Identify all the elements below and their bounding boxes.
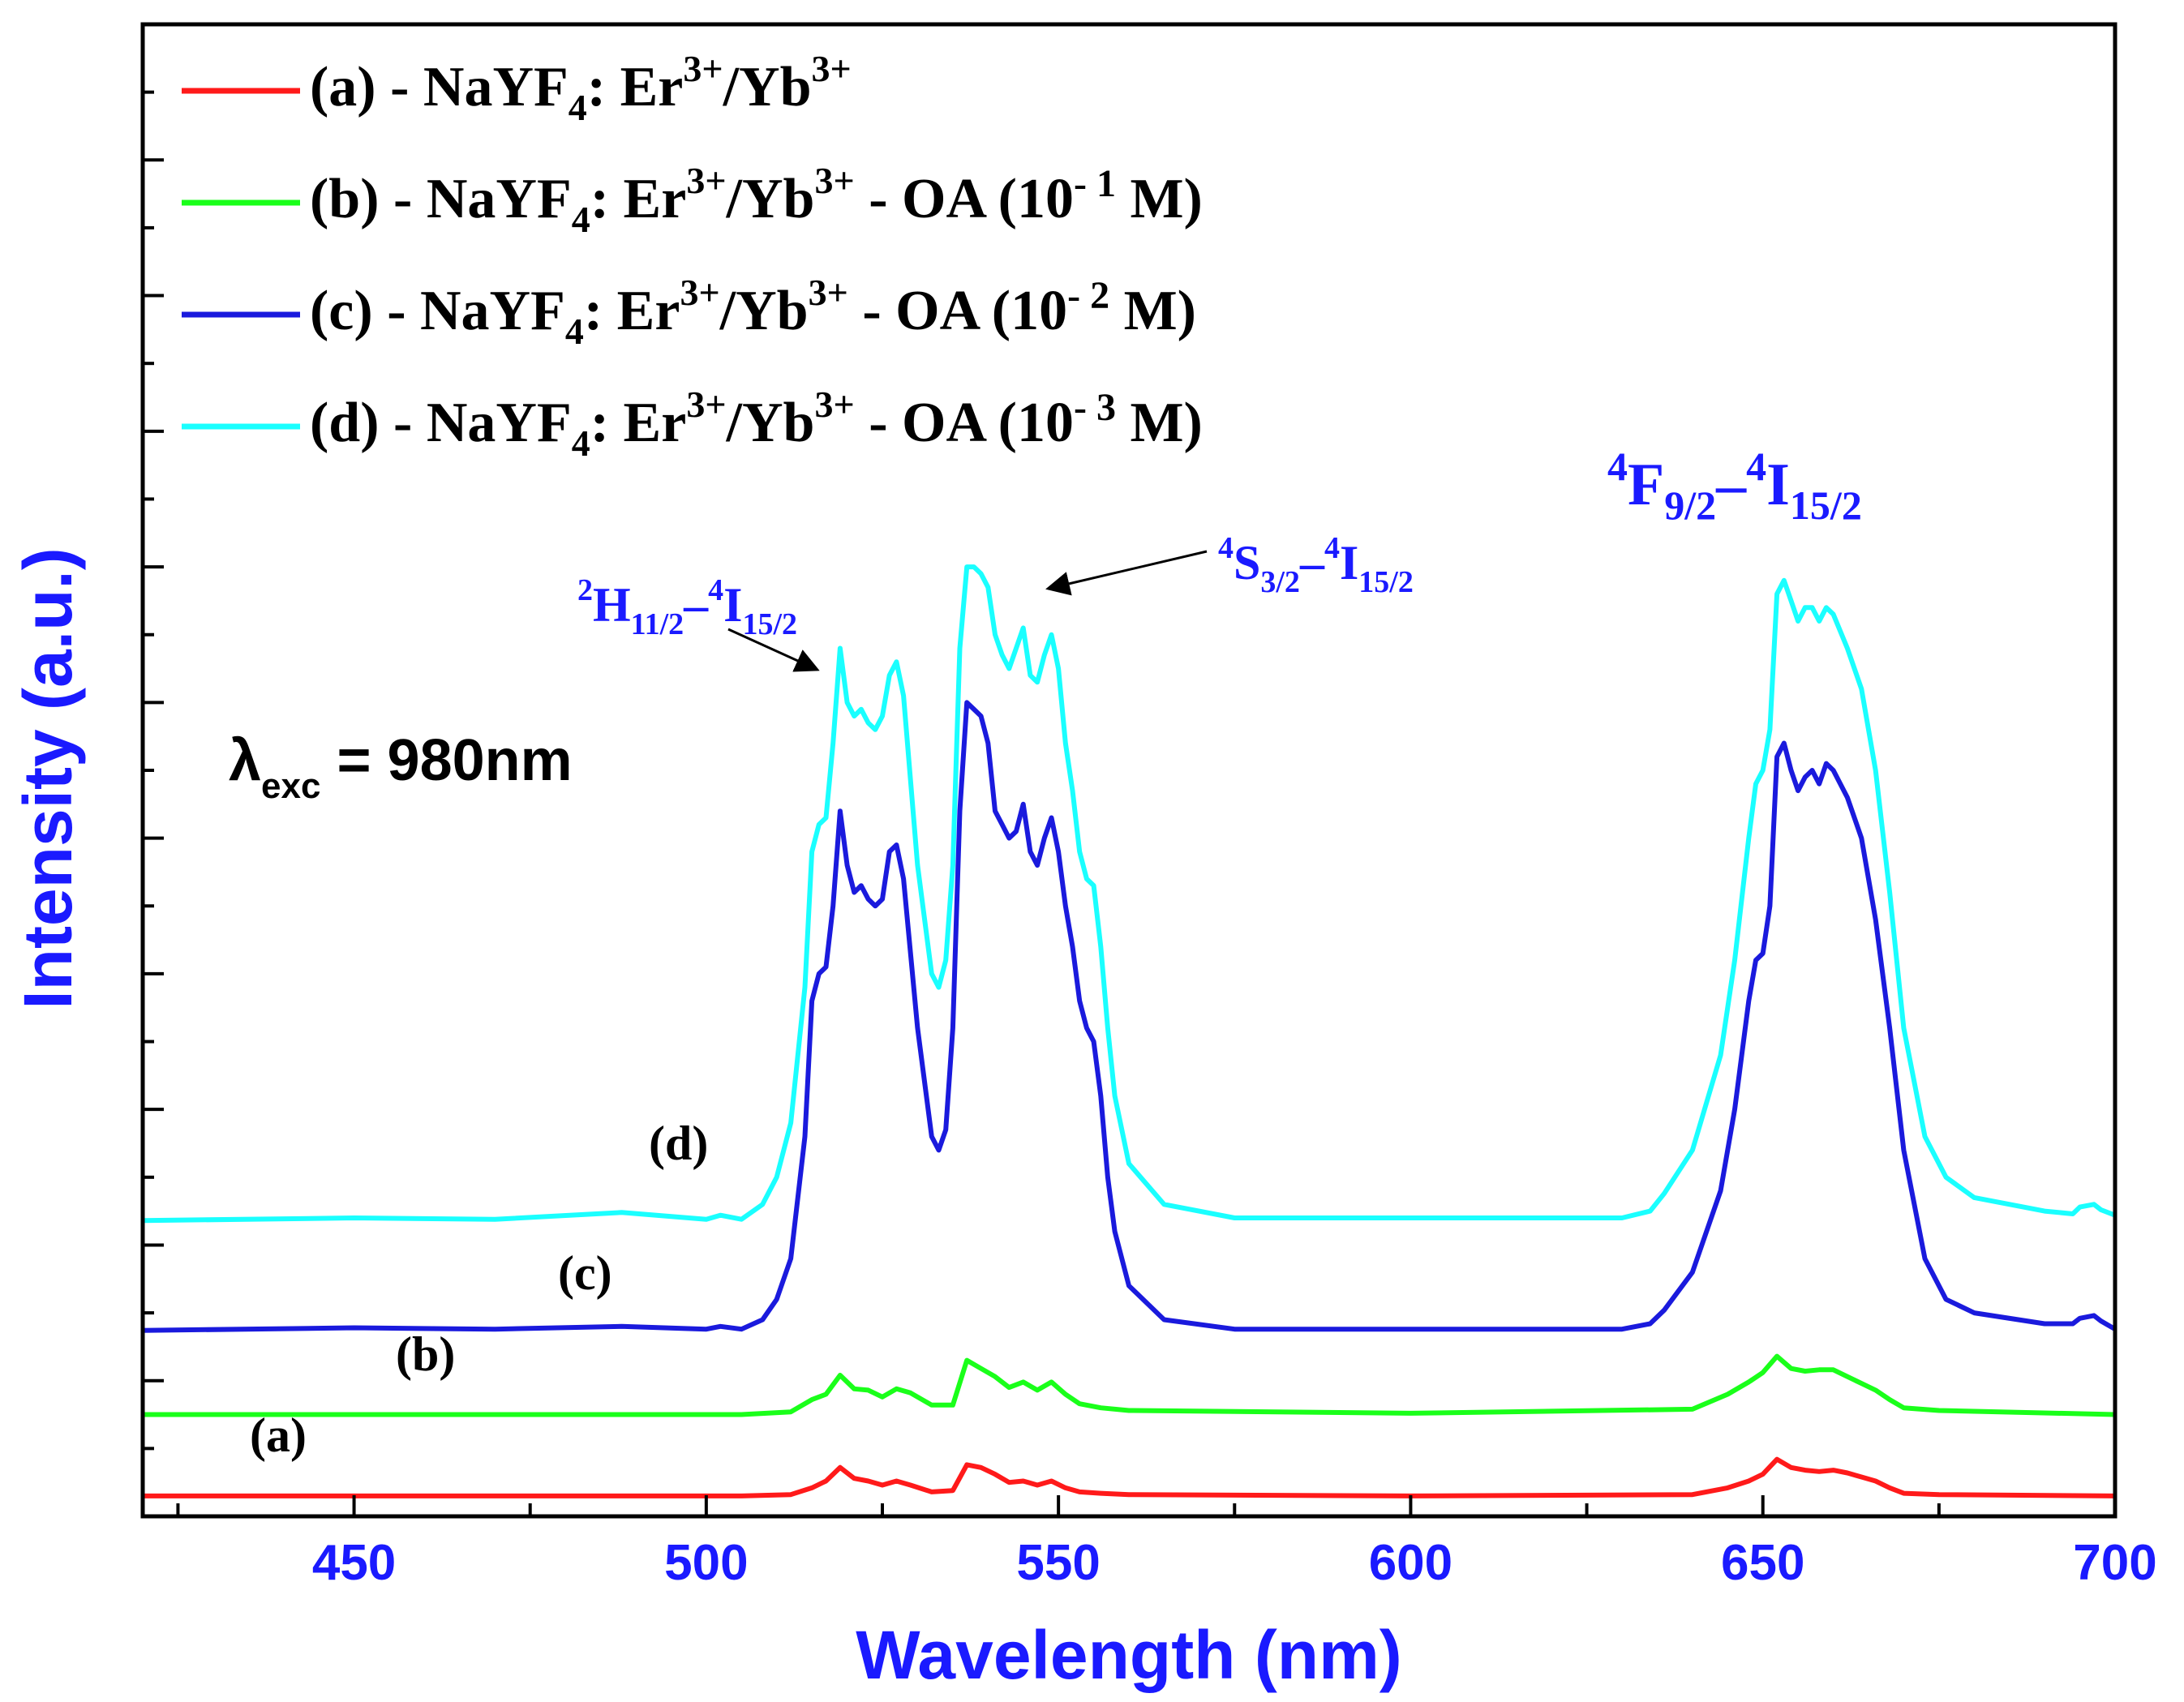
curve-label-b: (b) bbox=[396, 1327, 455, 1381]
y-axis-ticks bbox=[143, 90, 164, 1451]
curve-label-c: (c) bbox=[558, 1246, 612, 1300]
excitation-label: λexc = 980nm bbox=[229, 728, 573, 806]
series-line-a bbox=[143, 1456, 2116, 1498]
legend-item-d: (d) - NaYF4: Er3+/Yb3+ - OA (10- 3 M) bbox=[182, 384, 1203, 464]
legend-item-a: (a) - NaYF4: Er3+/Yb3+ bbox=[182, 48, 852, 128]
series-line-b bbox=[143, 1353, 2116, 1417]
x-tick-label-650: 650 bbox=[1721, 1535, 1804, 1591]
x-axis-ticks: 450 500 550 600 650 700 bbox=[176, 1495, 2157, 1591]
x-tick-label-500: 500 bbox=[664, 1535, 748, 1591]
arrow-4s32 bbox=[1045, 550, 1208, 596]
x-tick-label-700: 700 bbox=[2073, 1535, 2156, 1591]
svg-text:4F9/2–4I15/2: 4F9/2–4I15/2 bbox=[1607, 444, 1862, 528]
legend-item-c: (c) - NaYF4: Er3+/Yb3+ - OA (10- 2 M) bbox=[182, 272, 1196, 352]
svg-text:2H11/2–4I15/2: 2H11/2–4I15/2 bbox=[577, 573, 797, 641]
legend-label-c: (c) - NaYF4: Er3+/Yb3+ - OA (10- 2 M) bbox=[310, 272, 1196, 352]
spectrum-curves bbox=[142, 564, 2117, 1498]
arrow-2h11 bbox=[727, 628, 820, 672]
curve-label-d: (d) bbox=[649, 1117, 708, 1170]
transition-2h11-label: 2H11/2–4I15/2 bbox=[577, 573, 797, 641]
svg-text:4S3/2–4I15/2: 4S3/2–4I15/2 bbox=[1218, 531, 1414, 599]
transition-4f92-label: 4F9/2–4I15/2 bbox=[1607, 444, 1862, 528]
curve-labels: (a) (b) (c) (d) bbox=[250, 1117, 708, 1462]
lambda-symbol: λ bbox=[229, 728, 261, 793]
excitation-sub: exc bbox=[261, 766, 320, 806]
y-axis-title: Intensity (a.u.) bbox=[10, 547, 86, 1009]
x-tick-label-450: 450 bbox=[312, 1535, 396, 1591]
series-line-d bbox=[142, 564, 2117, 1224]
x-axis-title: Wavelength (nm) bbox=[856, 1617, 1402, 1693]
x-tick-label-550: 550 bbox=[1016, 1535, 1100, 1591]
transition-4s32-label: 4S3/2–4I15/2 bbox=[1218, 531, 1414, 599]
x-tick-label-600: 600 bbox=[1369, 1535, 1452, 1591]
legend-item-b: (b) - NaYF4: Er3+/Yb3+ - OA (10- 1 M) bbox=[182, 160, 1203, 240]
curve-label-a: (a) bbox=[250, 1408, 307, 1462]
legend-label-b: (b) - NaYF4: Er3+/Yb3+ - OA (10- 1 M) bbox=[310, 160, 1203, 240]
legend-label-a: (a) - NaYF4: Er3+/Yb3+ bbox=[310, 48, 852, 128]
legend-label-d: (d) - NaYF4: Er3+/Yb3+ - OA (10- 3 M) bbox=[310, 384, 1203, 464]
legend: (a) - NaYF4: Er3+/Yb3+ (b) - NaYF4: Er3+/… bbox=[182, 48, 1203, 464]
excitation-value: = 980nm bbox=[320, 728, 572, 793]
series-line-c bbox=[142, 700, 2117, 1333]
